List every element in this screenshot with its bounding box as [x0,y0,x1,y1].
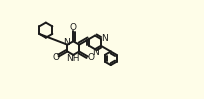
Text: O: O [69,23,76,32]
Text: O: O [52,53,59,62]
Text: N: N [92,48,99,57]
Text: N: N [100,34,107,43]
Text: NH: NH [66,54,80,63]
Text: N: N [63,38,70,47]
Text: O: O [87,53,94,62]
